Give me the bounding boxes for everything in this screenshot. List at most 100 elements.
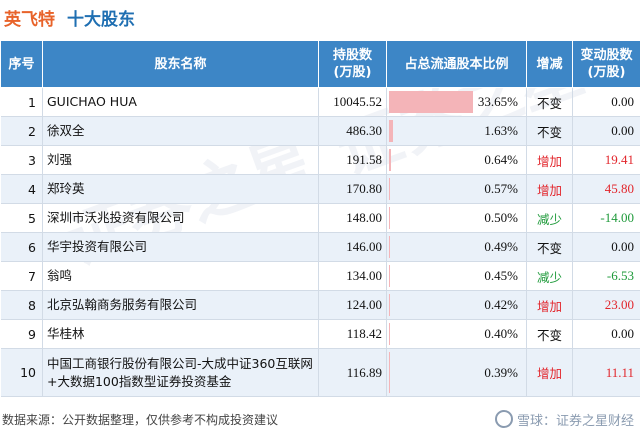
ratio-bar <box>389 323 390 345</box>
change-amount: 0.00 <box>572 116 640 146</box>
shares-held: 124.00 <box>318 290 387 320</box>
shareholder-name: 深圳市沃兆投资有限公司 <box>42 203 319 233</box>
change-status: 不变 <box>526 87 573 117</box>
row-index: 3 <box>0 145 43 175</box>
ratio-bar <box>389 120 394 142</box>
ratio-value: 0.57% <box>484 181 518 196</box>
change-amount: 11.11 <box>572 348 640 397</box>
ratio-value: 0.45% <box>484 268 518 283</box>
shares-held: 10045.52 <box>318 87 387 117</box>
change-amount: -14.00 <box>572 203 640 233</box>
change-status: 增加 <box>526 348 573 397</box>
ratio-value: 0.42% <box>484 297 518 312</box>
shareholder-name: 华宇投资有限公司 <box>42 232 319 262</box>
ratio-value: 0.39% <box>484 364 518 380</box>
ratio-bar <box>389 352 390 393</box>
col-header-name: 股东名称 <box>42 40 319 88</box>
table-header: 序号 股东名称 持股数 (万股) 占总流通股本比例 增减 变动股数 (万股) <box>0 40 640 88</box>
change-amount: 0.00 <box>572 319 640 349</box>
shares-held: 148.00 <box>318 203 387 233</box>
ratio-bar <box>389 91 473 113</box>
table-row: 1 GUICHAO HUA 10045.52 33.65% 不变 0.00 <box>0 87 640 117</box>
shares-held: 116.89 <box>318 348 387 397</box>
ratio-value: 0.50% <box>484 210 518 225</box>
table-row: 10 中国工商银行股份有限公司-大成中证360互联网+大数据100指数型证券投资基… <box>0 348 640 397</box>
ratio-cell: 0.57% <box>386 174 527 204</box>
table-row: 3 刘强 191.58 0.64% 增加 19.41 <box>0 145 640 175</box>
ratio-cell: 1.63% <box>386 116 527 146</box>
ratio-cell: 0.39% <box>386 348 527 397</box>
row-index: 2 <box>0 116 43 146</box>
ratio-bar <box>389 178 391 200</box>
shares-held: 134.00 <box>318 261 387 291</box>
col-header-ratio: 占总流通股本比例 <box>386 40 527 88</box>
row-index: 8 <box>0 290 43 320</box>
change-status: 减少 <box>526 261 573 291</box>
ratio-cell: 0.45% <box>386 261 527 291</box>
change-status: 不变 <box>526 232 573 262</box>
ratio-value: 1.63% <box>484 123 518 138</box>
row-index: 9 <box>0 319 43 349</box>
change-status: 增加 <box>526 145 573 175</box>
brand-text: 雪球：证券之星财经 <box>516 413 634 429</box>
shareholder-name: 刘强 <box>42 145 319 175</box>
footer: 数据来源：公开数据整理，仅供参考不构成投资建议 雪球：证券之星财经 <box>0 408 640 430</box>
title-bar: 英飞特 十大股东 <box>0 0 640 34</box>
ratio-cell: 0.40% <box>386 319 527 349</box>
change-amount: 23.00 <box>572 290 640 320</box>
table-row: 9 华桂林 118.42 0.40% 不变 0.00 <box>0 319 640 349</box>
row-index: 1 <box>0 87 43 117</box>
table-row: 2 徐双全 486.30 1.63% 不变 0.00 <box>0 116 640 146</box>
shareholders-table: 序号 股东名称 持股数 (万股) 占总流通股本比例 增减 变动股数 (万股) 1… <box>0 40 640 397</box>
table-row: 6 华宇投资有限公司 146.00 0.49% 不变 0.00 <box>0 232 640 262</box>
ratio-cell: 0.64% <box>386 145 527 175</box>
shares-held: 146.00 <box>318 232 387 262</box>
snowball-icon <box>494 410 513 428</box>
ratio-cell: 0.42% <box>386 290 527 320</box>
ratio-value: 0.64% <box>484 152 518 167</box>
row-index: 4 <box>0 174 43 204</box>
change-amount: 45.80 <box>572 174 640 204</box>
shareholder-name: 北京弘翰商务服务有限公司 <box>42 290 319 320</box>
ratio-cell: 0.50% <box>386 203 527 233</box>
table-row: 4 郑玲英 170.80 0.57% 增加 45.80 <box>0 174 640 204</box>
shareholder-name: 翁鸣 <box>42 261 319 291</box>
row-index: 10 <box>0 348 43 397</box>
shareholder-name: 华桂林 <box>42 319 319 349</box>
shareholder-name: 中国工商银行股份有限公司-大成中证360互联网+大数据100指数型证券投资基金 <box>42 348 319 397</box>
company-name: 英飞特 <box>4 9 55 30</box>
ratio-cell: 33.65% <box>386 87 527 117</box>
shares-held: 170.80 <box>318 174 387 204</box>
col-header-change: 增减 <box>526 40 573 88</box>
page-title: 十大股东 <box>67 9 135 30</box>
shareholder-name: 郑玲英 <box>42 174 319 204</box>
brand-logo: 雪球：证券之星财经 <box>494 410 634 429</box>
row-index: 7 <box>0 261 43 291</box>
change-status: 减少 <box>526 203 573 233</box>
change-amount: -6.53 <box>572 261 640 291</box>
data-source-note: 数据来源：公开数据整理，仅供参考不构成投资建议 <box>2 412 279 427</box>
ratio-bar <box>389 207 391 229</box>
row-index: 5 <box>0 203 43 233</box>
change-amount: 0.00 <box>572 232 640 262</box>
col-header-shares: 持股数 (万股) <box>318 40 387 88</box>
shareholder-name: 徐双全 <box>42 116 319 146</box>
col-header-index: 序号 <box>0 40 43 88</box>
table-row: 5 深圳市沃兆投资有限公司 148.00 0.50% 减少 -14.00 <box>0 203 640 233</box>
shares-held: 118.42 <box>318 319 387 349</box>
ratio-bar <box>389 265 391 287</box>
ratio-cell: 0.49% <box>386 232 527 262</box>
row-index: 6 <box>0 232 43 262</box>
change-status: 不变 <box>526 116 573 146</box>
table-row: 7 翁鸣 134.00 0.45% 减少 -6.53 <box>0 261 640 291</box>
ratio-bar <box>389 236 391 258</box>
table-row: 8 北京弘翰商务服务有限公司 124.00 0.42% 增加 23.00 <box>0 290 640 320</box>
change-status: 增加 <box>526 290 573 320</box>
ratio-bar <box>389 149 391 171</box>
change-status: 不变 <box>526 319 573 349</box>
col-header-delta: 变动股数 (万股) <box>572 40 640 88</box>
ratio-value: 0.40% <box>484 326 518 341</box>
shares-held: 486.30 <box>318 116 387 146</box>
shareholder-name: GUICHAO HUA <box>42 87 319 117</box>
shares-held: 191.58 <box>318 145 387 175</box>
